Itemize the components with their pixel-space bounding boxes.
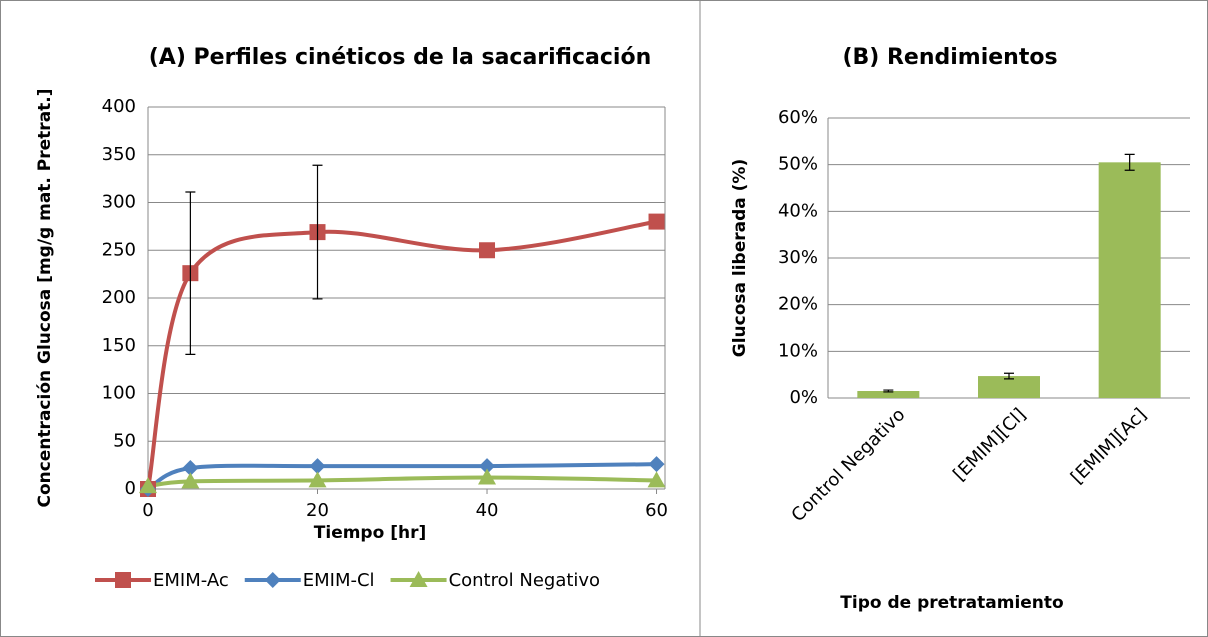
bar [857,391,920,398]
marker [479,458,496,475]
error-bar [883,389,894,393]
legend-marker [264,572,281,588]
marker [648,456,665,473]
chart-title: (A) Perfiles cinéticos de la sacarificac… [149,45,652,70]
marker [479,242,496,259]
y-tick-label: 0% [789,387,818,408]
y-tick-label: 150 [102,335,136,356]
y-tick-label: 250 [102,239,136,260]
x-tick-label: 0 [142,500,153,521]
y-tick-label: 350 [102,144,136,165]
y-tick-label: 50 [113,430,136,451]
y-tick-label: 0 [125,478,136,499]
y-tick-label: 400 [102,96,136,117]
marker [181,472,200,489]
chart-title: (B) Rendimientos [842,45,1057,70]
y-tick-label: 200 [102,287,136,308]
y-tick-label: 300 [102,192,136,213]
y-tick-label: 50% [778,154,818,175]
legend-label: Control Negativo [449,570,601,591]
x-tick-label: 60 [645,500,668,521]
marker [309,458,326,475]
y-axis-label: Glucosa liberada (%) [730,159,750,358]
error-bar [185,191,196,355]
marker [647,471,666,488]
marker [139,477,157,494]
y-tick-label: 30% [778,247,818,268]
legend-label: EMIM-Cl [303,570,375,591]
y-tick-label: 60% [778,107,818,128]
error-bar [1124,153,1135,171]
x-axis-label: Tipo de pretratamiento [840,593,1063,613]
y-tick-label: 40% [778,200,818,221]
y-axis-label: Concentración Glucosa [mg/g mat. Pretrat… [35,88,55,507]
marker [182,459,199,476]
y-tick-label: 100 [102,383,136,404]
bar [1098,162,1161,398]
x-axis-label: Tiempo [hr] [314,523,426,543]
y-tick-label: 20% [778,294,818,315]
error-bar [1004,372,1014,380]
marker [308,471,327,488]
marker [478,468,497,485]
legend-label: EMIM-Ac [153,570,229,591]
x-tick-label: 40 [476,500,499,521]
bar [978,376,1040,398]
marker [648,213,665,230]
y-tick-label: 10% [778,340,818,361]
x-tick-label: 20 [306,500,329,521]
error-bar [312,164,323,300]
legend-marker [115,572,131,588]
legend-marker [409,571,428,587]
